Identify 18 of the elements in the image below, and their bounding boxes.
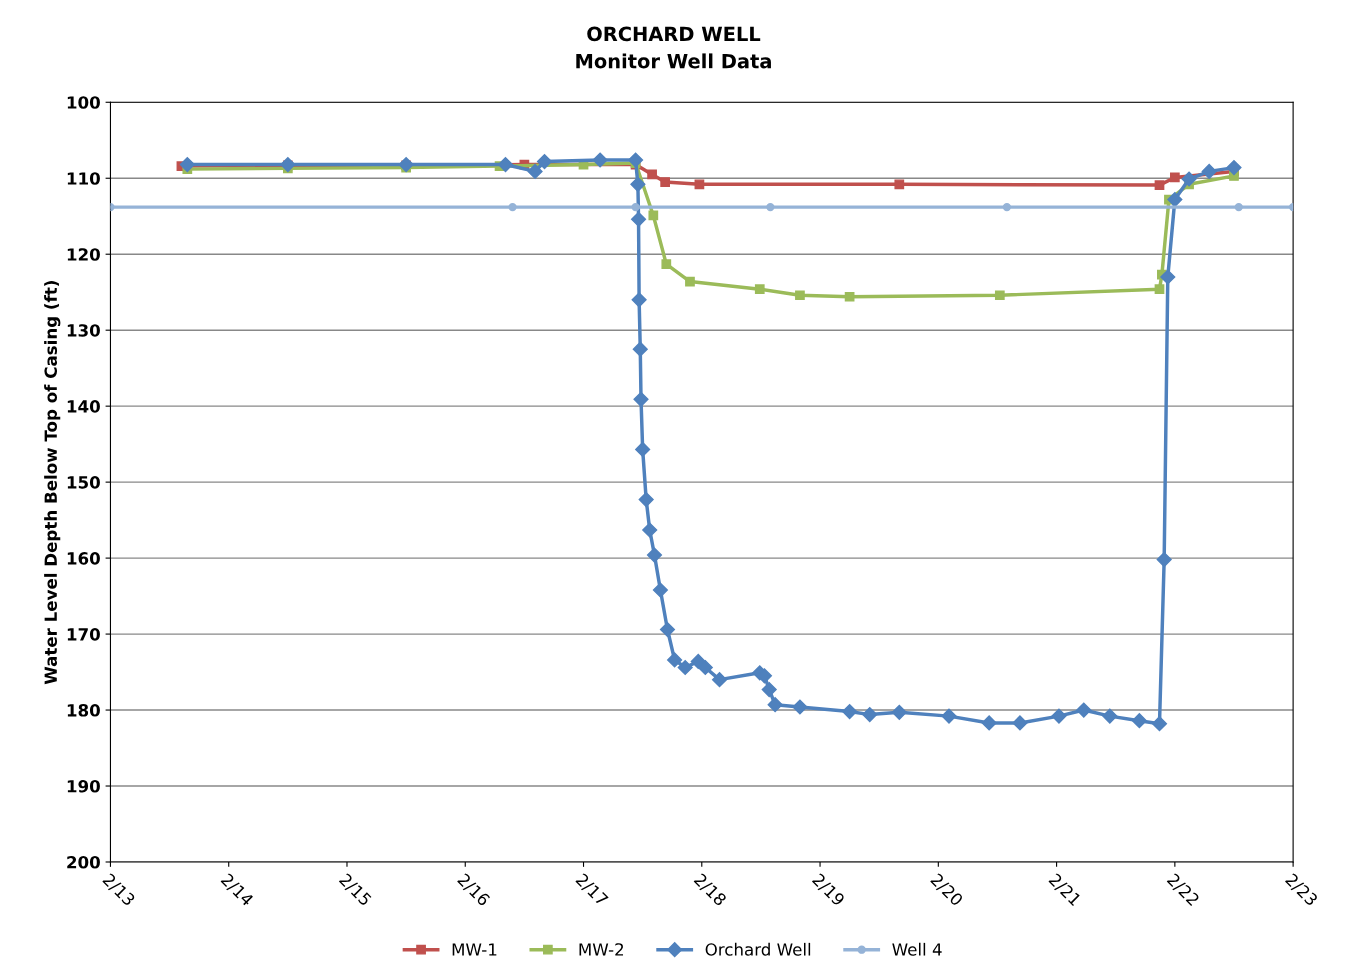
y-tick-label: 120 [67,248,100,261]
y-tick-label: 150 [67,476,100,489]
legend-label: Well 4 [892,942,942,956]
y-tick-label: 140 [67,400,100,413]
chart-title: ORCHARD WELL [587,26,761,42]
y-axis-title: Water Level Depth Below Top of Casing (ft) [44,281,61,685]
y-tick-label: 100 [67,96,100,109]
y-tick-label: 130 [67,324,100,337]
legend-label: Orchard Well [705,942,811,956]
y-tick-label: 180 [67,704,100,717]
y-tick-label: 170 [67,628,100,641]
y-tick-label: 110 [67,172,100,185]
y-tick-label: 190 [67,779,100,793]
chart-subtitle: Monitor Well Data [576,53,771,69]
legend-label: MW-1 [452,943,497,956]
y-tick-label: 160 [67,552,100,565]
legend-label: MW-2 [579,943,624,956]
y-tick-label: 200 [67,855,100,869]
